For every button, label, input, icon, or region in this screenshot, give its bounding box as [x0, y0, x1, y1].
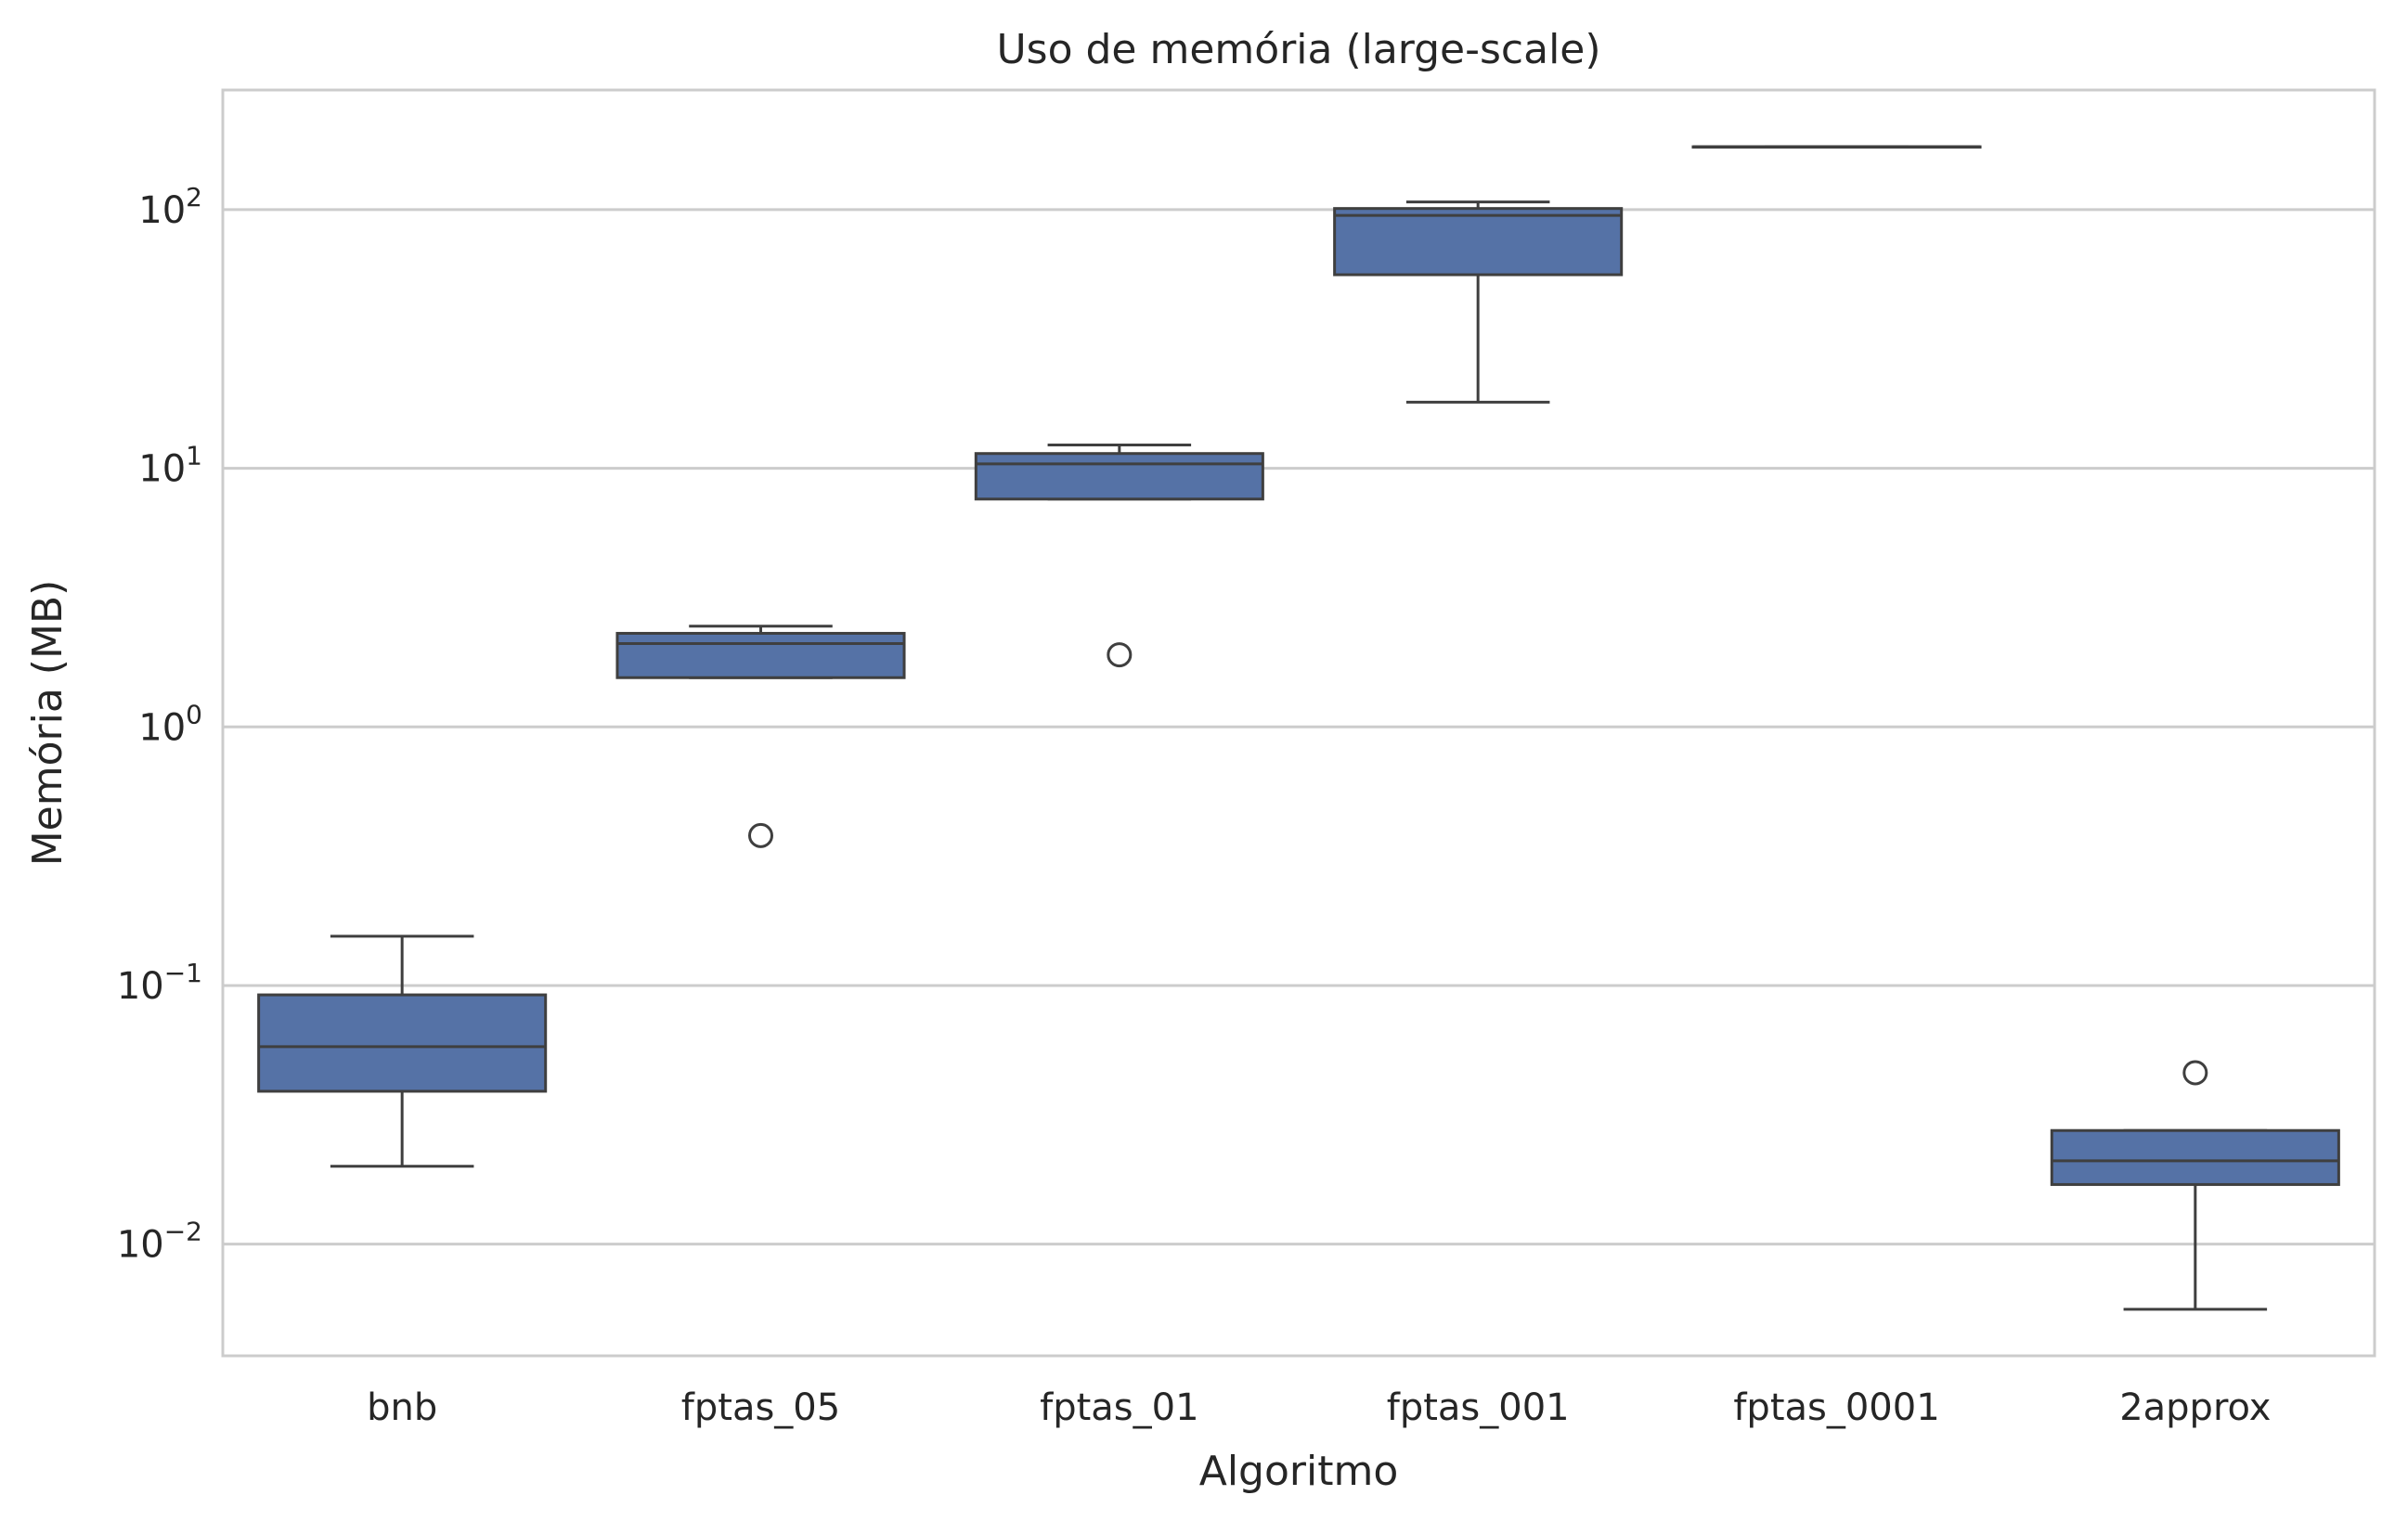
- x-tick-label: fptas_01: [1040, 1386, 1198, 1429]
- y-tick-exponent: −2: [164, 1217, 202, 1247]
- x-tick-label: fptas_05: [681, 1386, 840, 1429]
- y-tick-exponent: 1: [186, 441, 202, 471]
- chart-title: Uso de memória (large-scale): [996, 26, 1600, 73]
- y-tick-base: 10: [117, 1224, 164, 1267]
- x-axis-label: Algoritmo: [1199, 1448, 1399, 1495]
- box-group-fptas_05: [615, 625, 906, 848]
- box-iqr: [1333, 207, 1624, 277]
- x-tick-label: fptas_001: [1387, 1386, 1570, 1429]
- x-tick-label: 2approx: [2119, 1386, 2271, 1429]
- y-tick-label: 102: [138, 182, 202, 232]
- x-tick-labels: bnb fptas_05 fptas_01 fptas_001 fptas_0001 2a…: [367, 1386, 2271, 1429]
- plot-frame: [221, 88, 2376, 1358]
- box-iqr: [974, 452, 1264, 501]
- y-tick-base: 10: [117, 965, 164, 1008]
- grid-lines: [223, 208, 2375, 1246]
- box-iqr: [615, 631, 906, 679]
- y-tick-exponent: 0: [186, 699, 202, 729]
- y-tick-label: 10−1: [117, 958, 202, 1008]
- y-tick-base: 10: [138, 448, 186, 491]
- y-tick-label: 101: [138, 441, 202, 491]
- box-group-bnb: [257, 935, 548, 1168]
- y-axis-label: Memória (MB): [24, 580, 71, 867]
- box-group-2approx: [2050, 1060, 2340, 1311]
- outlier-point: [2182, 1060, 2208, 1086]
- box-iqr: [257, 993, 548, 1093]
- boxes: [257, 145, 2340, 1311]
- outlier-point: [1107, 642, 1133, 668]
- y-tick-exponent: 2: [186, 182, 202, 213]
- x-tick-label: fptas_0001: [1733, 1386, 1939, 1429]
- box-group-fptas_001: [1333, 200, 1624, 404]
- box-group-fptas_01: [974, 444, 1264, 668]
- y-tick-base: 10: [138, 189, 186, 232]
- box-group-fptas_0001: [1691, 145, 1982, 149]
- outlier-point: [748, 822, 773, 848]
- y-tick-exponent: −1: [164, 958, 202, 988]
- y-tick-base: 10: [138, 706, 186, 749]
- y-tick-label: 10−2: [117, 1217, 202, 1267]
- x-tick-label: bnb: [367, 1386, 437, 1429]
- y-tick-label: 100: [138, 699, 202, 749]
- box-iqr: [2050, 1128, 2340, 1186]
